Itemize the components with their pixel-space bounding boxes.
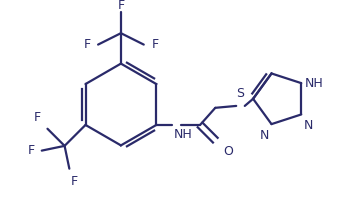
Text: F: F <box>34 111 41 124</box>
Text: F: F <box>28 144 35 157</box>
Text: NH: NH <box>174 128 192 141</box>
Text: F: F <box>71 175 78 188</box>
Text: NH: NH <box>305 77 324 90</box>
Text: F: F <box>118 0 125 12</box>
Text: F: F <box>151 38 158 51</box>
Text: F: F <box>83 38 91 51</box>
Text: O: O <box>223 145 233 158</box>
Text: N: N <box>304 119 313 132</box>
Text: S: S <box>236 87 244 100</box>
Text: N: N <box>259 129 269 142</box>
